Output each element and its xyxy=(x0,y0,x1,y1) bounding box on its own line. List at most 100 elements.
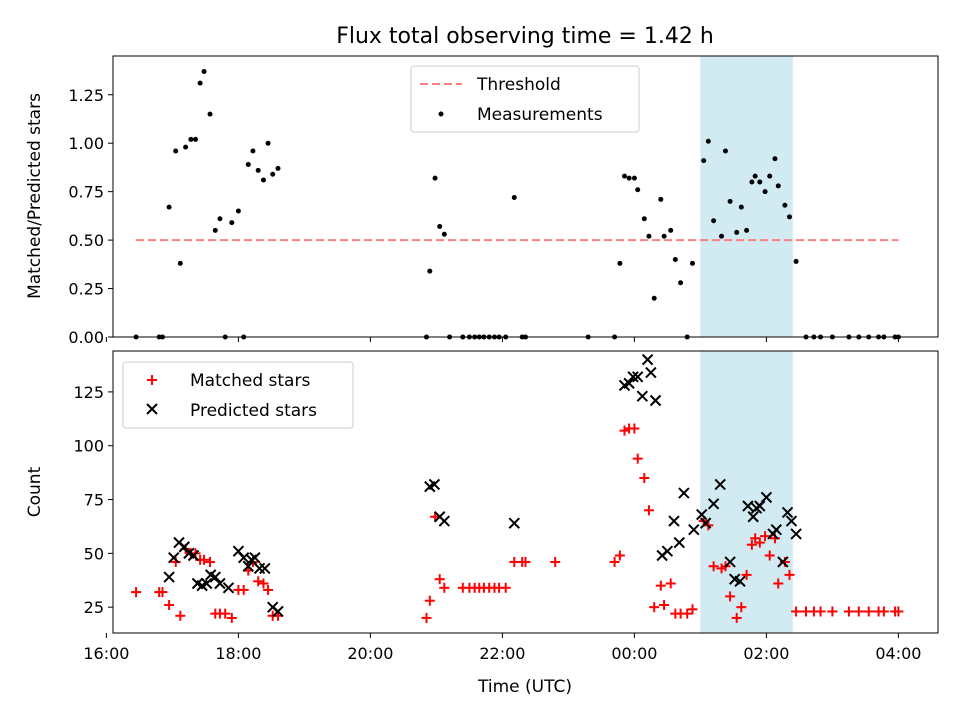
predicted-star-point xyxy=(734,575,746,588)
legend-threshold-label: Threshold xyxy=(476,75,561,95)
matched-star-point xyxy=(649,602,660,613)
matched-star-point xyxy=(827,606,838,617)
measurement-point xyxy=(173,148,179,154)
measurement-point xyxy=(635,187,641,193)
matched-star-point xyxy=(500,582,511,593)
predicted-star-point xyxy=(623,377,635,389)
measurement-point xyxy=(701,158,707,164)
measurement-point xyxy=(617,260,623,266)
predicted-star-point xyxy=(636,390,649,402)
matched-star-point xyxy=(619,425,630,436)
matched-star-point xyxy=(764,550,775,561)
measurement-point xyxy=(432,175,438,181)
predicted-star-point xyxy=(259,562,271,575)
matched-star-point xyxy=(655,580,666,591)
predicted-star-point xyxy=(770,523,783,536)
measurement-point xyxy=(212,227,218,233)
bottom-x-tick-label: 18:00 xyxy=(215,644,261,663)
predicted-star-point xyxy=(678,487,690,499)
measurement-point xyxy=(235,208,241,214)
predicted-star-point xyxy=(627,371,639,383)
bottom-y-tick-label: 25 xyxy=(84,598,104,617)
predicted-star-point xyxy=(242,560,255,572)
matched-star-point xyxy=(736,602,747,613)
measurement-point xyxy=(738,204,744,210)
predicted-star-point xyxy=(237,551,250,564)
measurement-point xyxy=(719,233,725,239)
matched-star-point xyxy=(639,473,650,484)
predicted-star-point xyxy=(249,551,261,564)
measurement-point xyxy=(275,165,281,171)
predicted-star-point xyxy=(707,498,720,510)
top-y-tick-label: 1.25 xyxy=(68,86,104,105)
measurement-point xyxy=(772,156,778,162)
legend-measurements-label: Measurements xyxy=(477,105,603,125)
measurement-point xyxy=(722,148,728,154)
bottom-legend: Matched stars Predicted stars xyxy=(122,361,354,429)
chart-title: Flux total observing time = 1.42 h xyxy=(336,24,714,49)
measurement-point xyxy=(646,233,652,239)
predicted-star-point xyxy=(168,551,180,564)
bottom-legend-box xyxy=(122,361,354,429)
matched-star-point xyxy=(665,578,676,589)
predicted-star-point xyxy=(209,571,222,583)
matched-star-point xyxy=(263,584,274,595)
matched-star-point xyxy=(687,604,698,615)
predicted-star-point xyxy=(688,523,700,536)
measurement-point xyxy=(787,214,792,220)
matched-star-point xyxy=(843,606,854,617)
measurement-point xyxy=(193,136,198,142)
predicted-star-point xyxy=(631,371,644,383)
bottom-y-axis-label: Count xyxy=(25,466,45,517)
predicted-star-point xyxy=(724,556,736,568)
predicted-star-point xyxy=(428,478,441,491)
measurement-point xyxy=(245,162,251,168)
matched-star-point xyxy=(878,606,889,617)
bottom-x-ticks: 16:00 18:00 20:00 22:00 00:00 02:00 04:00 xyxy=(83,633,921,663)
measurement-point xyxy=(437,224,443,230)
predicted-star-point xyxy=(699,517,712,529)
measurement-point xyxy=(270,171,276,177)
matched-star-point xyxy=(421,612,432,623)
matched-star-point xyxy=(550,556,561,567)
predicted-star-point xyxy=(201,577,213,590)
predicted-star-point xyxy=(760,491,773,504)
legend-predicted-label: Predicted stars xyxy=(190,401,317,421)
top-x-ticks xyxy=(105,337,899,342)
predicted-star-point xyxy=(641,353,654,366)
measurement-point xyxy=(177,260,183,266)
measurement-point xyxy=(782,202,788,208)
matched-star-point xyxy=(893,606,904,617)
predicted-star-point xyxy=(649,394,662,407)
top-y-axis-label: Matched/Predicted stars xyxy=(25,93,45,299)
predicted-star-point xyxy=(222,582,235,594)
bottom-x-axis-label: Time (UTC) xyxy=(477,677,572,697)
bottom-panel: 25 50 75 100 125 16:00 18:00 20:00 22:00 00:00 02… xyxy=(25,350,939,697)
matched-star-point xyxy=(659,600,670,611)
predicted-star-point xyxy=(781,506,794,519)
measurement-points xyxy=(133,69,901,340)
measurement-point xyxy=(651,295,657,301)
predicted-star-point xyxy=(754,500,766,512)
bottom-axes-frame xyxy=(112,350,939,634)
matched-star-point xyxy=(175,610,186,621)
predicted-star-point xyxy=(785,515,798,527)
matched-star-point xyxy=(614,550,625,561)
measurement-point xyxy=(260,177,266,183)
measurement-point xyxy=(661,233,667,239)
top-panel: 0.00 0.25 0.50 0.75 1.00 1.25 Matched/Predict… xyxy=(25,55,939,347)
matched-star-point xyxy=(725,591,736,602)
measurement-point xyxy=(752,173,758,179)
measurement-point xyxy=(668,227,674,233)
top-y-tick-label: 0.25 xyxy=(68,280,104,299)
matched-star-point xyxy=(863,606,874,617)
matched-star-point xyxy=(791,606,802,617)
predicted-star-point xyxy=(214,577,226,590)
measurement-point xyxy=(188,136,194,142)
matched-star-point xyxy=(238,584,249,595)
top-legend: Threshold Measurements xyxy=(410,65,640,133)
matched-star-point xyxy=(773,578,784,589)
bottom-y-tick-label: 100 xyxy=(73,437,104,456)
bottom-x-tick-label: 20:00 xyxy=(347,644,393,663)
matched-star-point xyxy=(632,453,643,464)
